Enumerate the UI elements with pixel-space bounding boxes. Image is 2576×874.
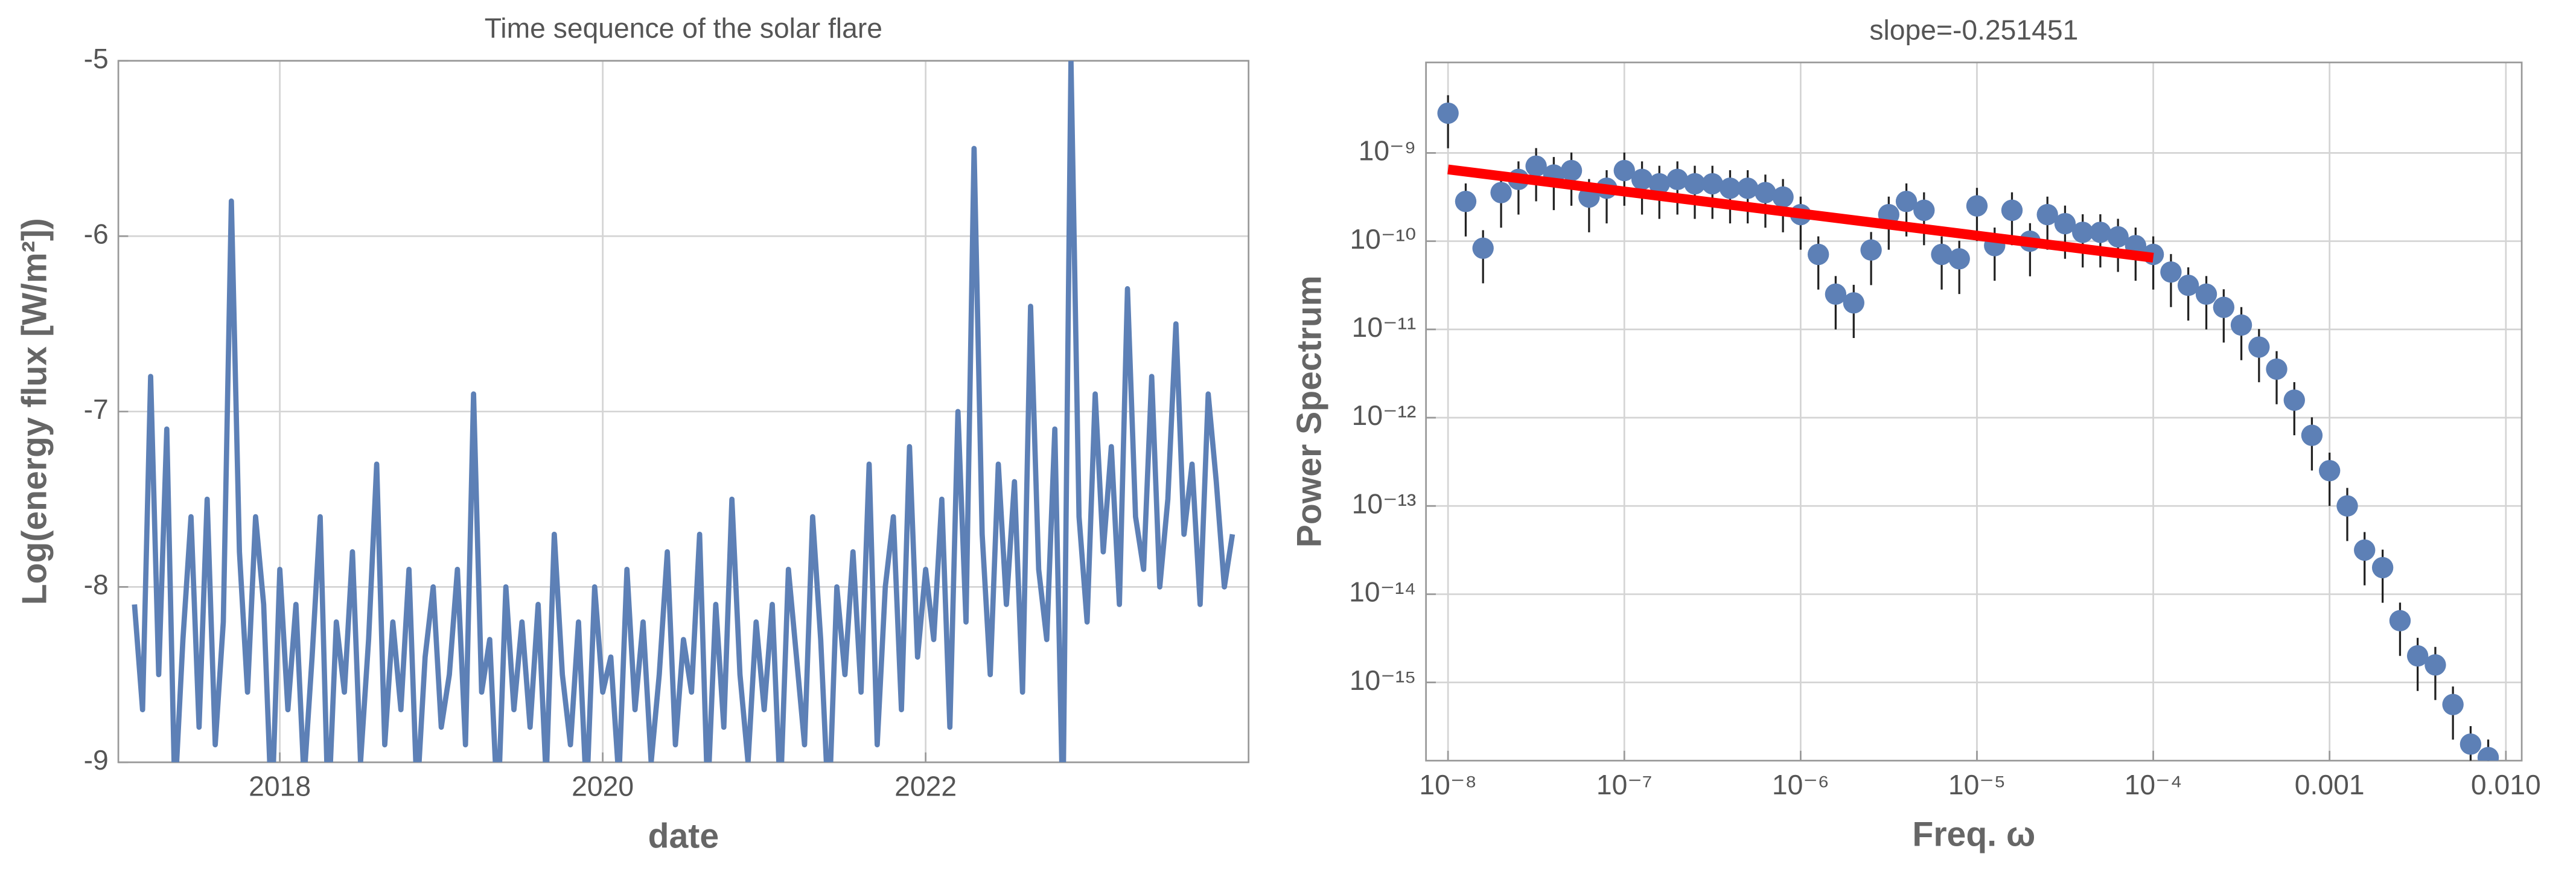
chart-title: Time sequence of the solar flare: [485, 13, 882, 44]
x-tick-label: 2020: [572, 771, 634, 802]
data-point: [1666, 168, 1688, 190]
y-tick-label: -5: [84, 43, 109, 74]
data-point: [2160, 261, 2182, 283]
plot-frame: [117, 60, 1250, 764]
x-axis-title: date: [648, 817, 719, 855]
chart-panel: -9 -8 -7 -6 -5 2018 2020 2022 Time sequence of t…: [15, 13, 1250, 855]
plot-area: [1437, 95, 2499, 761]
data-point: [2090, 222, 2111, 243]
data-point: [1860, 239, 1882, 261]
y-axis-title: Power Spectrum: [1290, 275, 1328, 547]
y-axis-title: Log(energy flux [W/m²]): [15, 218, 54, 605]
data-point: [1631, 168, 1653, 190]
y-tick-label: 10⁻⁹: [1359, 135, 1417, 167]
data-point: [2371, 557, 2394, 579]
data-point: [2283, 389, 2305, 411]
x-tick-label: 2018: [249, 771, 311, 802]
y-tick-label: -7: [84, 394, 109, 425]
data-point: [1931, 243, 1953, 266]
y-tick-label: 10⁻¹²: [1352, 400, 1417, 431]
plot-area: [132, 60, 1235, 762]
x-tick-label: 10⁻⁵: [1948, 769, 2006, 800]
data-point: [1772, 186, 1794, 208]
data-point: [2266, 358, 2287, 380]
data-point: [1525, 155, 1547, 177]
y-tick-label: 10⁻¹¹: [1352, 311, 1417, 343]
data-point: [2389, 610, 2411, 632]
data-point: [1736, 177, 1759, 199]
data-point: [1719, 177, 1741, 199]
y-tick-label: -8: [84, 569, 109, 601]
data-point: [2406, 645, 2429, 667]
data-point: [1966, 195, 1988, 217]
data-point: [1437, 102, 1459, 124]
data-point: [2213, 296, 2235, 318]
data-point: [2177, 275, 2199, 296]
data-point: [2195, 283, 2217, 305]
data-point: [2072, 222, 2094, 243]
x-tick-label: 10⁻⁷: [1596, 769, 1653, 800]
data-point: [1807, 243, 1829, 266]
x-tick-label: 10⁻⁸: [1419, 769, 1476, 800]
y-tick-label: -6: [84, 218, 109, 249]
data-point: [1843, 292, 1864, 314]
data-point: [1948, 248, 1970, 270]
data-point: [1472, 237, 1494, 259]
data-point: [1613, 159, 1635, 182]
data-point: [2460, 733, 2482, 755]
y-tick-label: 10⁻¹⁴: [1349, 576, 1416, 608]
data-point: [1684, 173, 1706, 195]
data-point: [1755, 182, 1776, 203]
x-tick-label: 0.010: [2471, 769, 2541, 800]
data-point: [2107, 226, 2129, 248]
x-tick-label: 10⁻⁴: [2125, 769, 2182, 800]
data-point: [1913, 199, 1935, 222]
data-point: [2477, 747, 2499, 761]
y-tick-label: -9: [84, 744, 109, 776]
x-tick-label: 10⁻⁶: [1772, 769, 1829, 800]
data-point: [1490, 182, 1512, 203]
y-tick-label: 10⁻¹³: [1352, 488, 1417, 519]
data-point: [2248, 336, 2270, 358]
x-tick-label: 0.001: [2295, 769, 2365, 800]
plot-frame: [1425, 62, 2523, 762]
data-point: [2036, 203, 2058, 226]
data-point: [1895, 191, 1918, 212]
data-point: [1825, 283, 1847, 305]
y-tick-label: 10⁻¹⁰: [1350, 223, 1416, 255]
data-point: [1455, 191, 1477, 212]
data-point: [2001, 199, 2023, 222]
data-point: [2054, 212, 2076, 235]
data-point: [2354, 539, 2376, 561]
chart-title: slope=-0.251451: [1869, 14, 2078, 45]
x-tick-label: 2022: [894, 771, 957, 802]
data-point: [2442, 694, 2464, 715]
fit-line: [1447, 164, 2154, 263]
data-point: [2336, 495, 2358, 517]
data-point: [1648, 173, 1670, 195]
data-point: [1560, 159, 1583, 182]
x-axis-title: Freq. ω: [1912, 815, 2035, 854]
data-point: [2319, 460, 2341, 482]
data-point: [2301, 424, 2323, 446]
data-point: [1701, 173, 1723, 195]
y-tick-label: 10⁻¹⁵: [1350, 665, 1416, 696]
data-point: [2425, 654, 2446, 676]
data-point: [2230, 314, 2252, 336]
chart-panel: 10⁻¹⁵ 10⁻¹⁴ 10⁻¹³ 10⁻¹² 10⁻¹¹ 10⁻¹⁰ 10⁻⁹ 10⁻⁸ 10…: [1290, 14, 2540, 853]
data-line: [132, 60, 1235, 762]
